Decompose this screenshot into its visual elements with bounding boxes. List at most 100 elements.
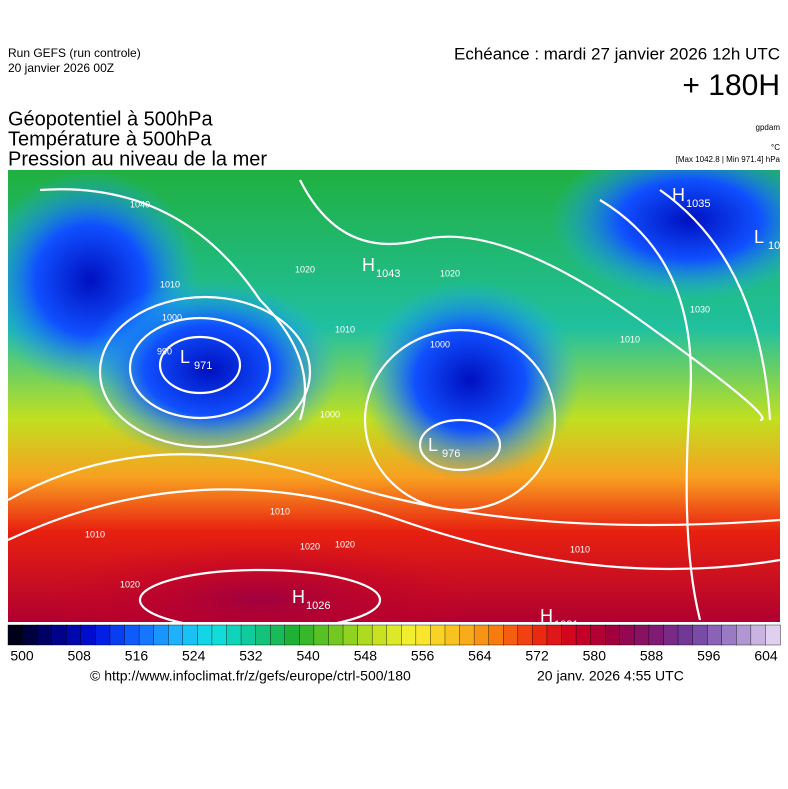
colorbar-swatch [619, 624, 636, 646]
isobar-label: 1010 [85, 529, 105, 539]
unit: °C [771, 143, 780, 152]
colorbar-tick-label: 524 [182, 648, 206, 664]
title: Pression au niveau de la mer [8, 148, 267, 170]
colorbar-swatch [95, 624, 111, 646]
colorbar-swatch [36, 624, 53, 646]
isobar-label: 1020 [440, 268, 460, 278]
colorbar-swatch [590, 624, 606, 646]
colorbar-tick-label: 516 [125, 648, 149, 664]
colorbar-swatch [168, 624, 184, 646]
center-letter: L [428, 435, 438, 455]
colorbar-swatch [401, 624, 417, 646]
colorbar-swatch [124, 624, 140, 646]
colorbar-swatch [561, 624, 577, 646]
center-letter: H [540, 606, 553, 626]
colorbar-tick-label: 604 [754, 648, 778, 664]
colorbar-swatch [415, 624, 432, 646]
colorbar-swatch [459, 624, 475, 646]
colorbar-swatch [648, 624, 665, 646]
colorbar-swatch [153, 624, 169, 646]
isobar-label: 990 [157, 346, 172, 356]
colorbar-tick-label: 572 [525, 648, 549, 664]
colorbar-swatch [721, 624, 738, 646]
unit: [Max 1042.8 | Min 971.4] hPa [676, 155, 781, 164]
colorbar-swatch [197, 624, 213, 646]
center-value: 103 [768, 240, 786, 252]
isobar-label: 1000 [430, 339, 450, 349]
valid-time: Echéance : mardi 27 janvier 2026 12h UTC [454, 44, 780, 63]
colorbar-tick-label: 508 [68, 648, 92, 664]
colorbar-tick-label: 540 [296, 648, 320, 664]
colorbar-swatch [473, 624, 490, 646]
isobar-label: 1010 [270, 506, 290, 516]
colorbar-swatch [517, 624, 534, 646]
colorbar-swatch [211, 624, 228, 646]
title: Température à 500hPa [8, 128, 212, 150]
colorbar-swatch [342, 624, 359, 646]
isobar-label: 1020 [335, 539, 355, 549]
colorbar-swatch [22, 624, 38, 646]
title: Géopotentiel à 500hPa [8, 108, 213, 130]
colorbar-tick-label: 500 [10, 648, 34, 664]
center-value: 971 [194, 360, 212, 372]
lead-time: + 180H [682, 69, 780, 102]
run: Run GEFS (run controle) [8, 46, 141, 60]
colorbar-tick-label: 548 [354, 648, 378, 664]
colorbar-swatch [269, 624, 286, 646]
isobar-label: 1020 [300, 541, 320, 551]
colorbar-swatch [546, 624, 563, 646]
colorbar-swatch [430, 624, 446, 646]
isobar-label: 1030 [690, 304, 710, 314]
colorbar-swatch [299, 624, 315, 646]
center-letter: L [754, 227, 764, 247]
colorbar-swatch [677, 624, 694, 646]
colorbar-swatch [663, 624, 679, 646]
colorbar-swatch [575, 624, 592, 646]
colorbar-swatch [7, 624, 24, 646]
colorbar-swatch [444, 624, 461, 646]
colorbar-tick-label: 564 [468, 648, 492, 664]
isobar-label: 1020 [120, 579, 140, 589]
center-value: 976 [442, 448, 460, 460]
colorbar-swatch [80, 624, 97, 646]
colorbar-tick-label: 580 [583, 648, 607, 664]
center-letter: H [362, 255, 375, 275]
center-letter: H [292, 587, 305, 607]
colorbar-tick-label: 556 [411, 648, 435, 664]
issued: 20 janv. 2026 4:55 UTC [537, 668, 684, 684]
colorbar-swatch [736, 624, 752, 646]
colorbar-swatch [488, 624, 504, 646]
colorbar-swatch [109, 624, 126, 646]
run-date: 20 janvier 2026 00Z [8, 61, 114, 75]
isobar-label: 1010 [160, 279, 180, 289]
unit: gpdam [756, 123, 781, 132]
colorbar-swatch [240, 624, 257, 646]
colorbar-swatch [503, 624, 519, 646]
colorbar-tick-label: 588 [640, 648, 664, 664]
isobar-label: 1020 [295, 264, 315, 274]
colorbar-swatch [634, 624, 650, 646]
center-letter: L [180, 347, 190, 367]
source: © http://www.infoclimat.fr/z/gefs/europe… [90, 668, 411, 684]
colorbar-swatch [66, 624, 82, 646]
colorbar-swatch [138, 624, 155, 646]
colorbar-swatch [284, 624, 301, 646]
colorbar-tick-label: 596 [697, 648, 721, 664]
colorbar-swatch [750, 624, 767, 646]
colorbar-swatch [226, 624, 242, 646]
colorbar-swatch [532, 624, 548, 646]
colorbar-swatch [371, 624, 388, 646]
colorbar-swatch [357, 624, 373, 646]
colorbar-swatch [255, 624, 271, 646]
isobar-label: 1010 [570, 544, 590, 554]
colorbar-swatch [313, 624, 330, 646]
isobar-label: 1000 [320, 409, 340, 419]
isobar-label: 1010 [335, 324, 355, 334]
center-value: 1026 [306, 600, 330, 612]
map [8, 170, 780, 622]
colorbar-swatch [51, 624, 67, 646]
colorbar-swatch [182, 624, 199, 646]
colorbar-swatch [692, 624, 708, 646]
